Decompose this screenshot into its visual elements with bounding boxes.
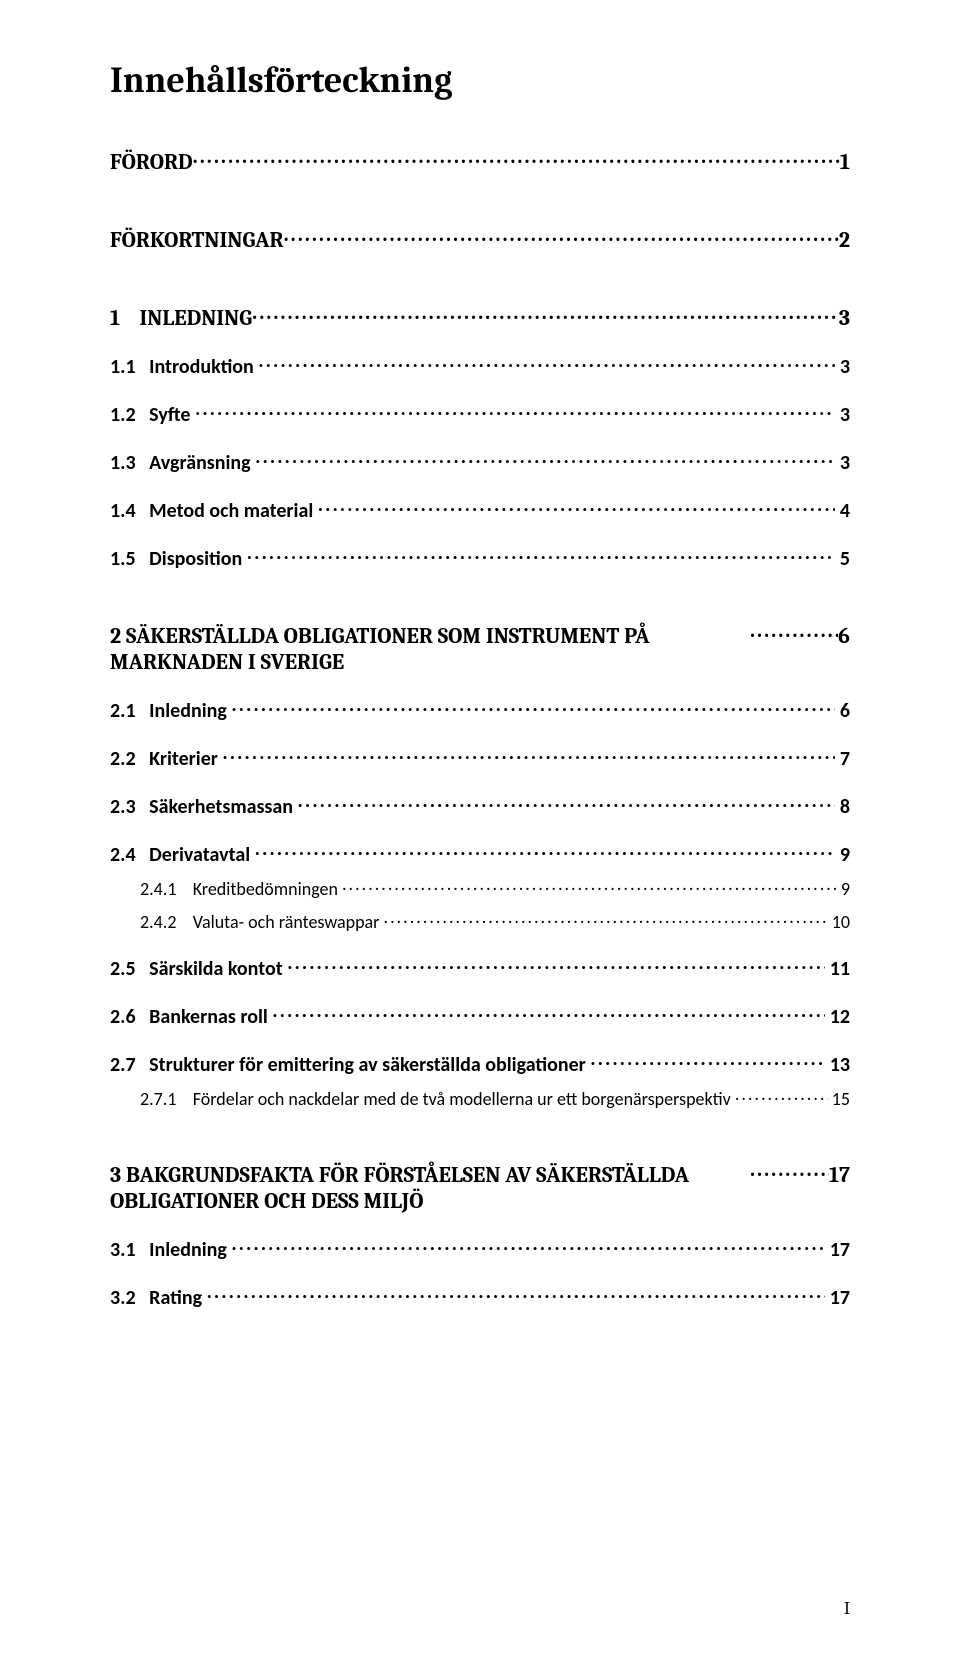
toc-leader-dots	[750, 1160, 829, 1182]
toc-leader-dots	[342, 877, 837, 895]
toc-entry-label: 2.4.1 Kreditbedömningen	[140, 878, 342, 900]
toc-entry-page: 17	[829, 1162, 850, 1188]
toc-entry: 2.4 Derivatavtal 9	[110, 841, 850, 867]
toc-entry-label: 1.3 Avgränsning	[110, 451, 255, 475]
toc-leader-dots	[272, 1003, 825, 1023]
toc-entry-label: 3 BAKGRUNDSFAKTA FÖR FÖRSTÅELSEN AV SÄKE…	[110, 1162, 750, 1214]
toc-entry-page: 3	[839, 305, 850, 331]
toc-entry: 2 SÄKERSTÄLLDA OBLIGATIONER SOM INSTRUME…	[110, 621, 850, 675]
toc-entry: FÖRKORTNINGAR 2	[110, 225, 850, 253]
toc-entry: 2.7 Strukturer för emittering av säkerst…	[110, 1051, 850, 1077]
toc-entry-label: 2.1 Inledning	[110, 699, 231, 723]
toc-entry-page: 9	[835, 843, 850, 867]
toc-entry-page: 7	[835, 747, 850, 771]
toc-leader-dots	[735, 1087, 828, 1105]
toc-entry-page: 6	[835, 699, 850, 723]
toc-entry-label: 2.7 Strukturer för emittering av säkerst…	[110, 1053, 590, 1077]
toc-entry-page: 9	[837, 878, 850, 900]
toc-entry-page: 3	[835, 451, 850, 475]
toc-entry-page: 10	[828, 911, 850, 933]
toc-entry-label: 2.7.1 Fördelar och nackdelar med de två …	[140, 1088, 735, 1110]
toc-entry: 1.5 Disposition 5	[110, 545, 850, 571]
toc-entry-label: 1.4 Metod och material	[110, 499, 318, 523]
toc-leader-dots	[255, 449, 835, 469]
toc-entry: 3.1 Inledning 17	[110, 1236, 850, 1262]
toc-entry-page: 2	[839, 227, 850, 253]
toc-entry: 1.1 Introduktion 3	[110, 353, 850, 379]
toc-entry-page: 3	[835, 403, 850, 427]
page-title: Innehållsförteckning	[110, 60, 850, 101]
toc-entry-page: 4	[835, 499, 850, 523]
toc-entry-label: 1.5 Disposition	[110, 547, 247, 571]
toc-leader-dots	[247, 545, 836, 565]
toc-entry: 3 BAKGRUNDSFAKTA FÖR FÖRSTÅELSEN AV SÄKE…	[110, 1160, 850, 1214]
document-page: Innehållsförteckning FÖRORD 1 FÖRKORTNINGA…	[0, 0, 960, 1669]
toc-entry-label: 2.4.2 Valuta- och ränteswappar	[140, 911, 384, 933]
toc-entry: 1.3 Avgränsning 3	[110, 449, 850, 475]
toc-entry-page: 6	[838, 623, 850, 649]
toc-leader-dots	[258, 353, 835, 373]
page-number: I	[844, 1598, 850, 1619]
toc-entry-label: FÖRKORTNINGAR	[110, 227, 284, 253]
toc-entry: 2.4.1 Kreditbedömningen 9	[110, 877, 850, 900]
toc-entry: 2.5 Särskilda kontot 11	[110, 955, 850, 981]
toc-entry-label: 1 INLEDNING	[110, 305, 252, 331]
toc-entry-label: 2.6 Bankernas roll	[110, 1005, 272, 1029]
toc-entry-page: 1	[840, 149, 850, 175]
toc-entry: 1.2 Syfte 3	[110, 401, 850, 427]
toc-entry-page: 15	[828, 1088, 850, 1110]
toc-leader-dots	[590, 1051, 825, 1071]
toc-entry-label: 3.2 Rating	[110, 1286, 207, 1310]
toc-entry-page: 12	[825, 1005, 850, 1029]
toc-entry-page: 5	[835, 547, 850, 571]
table-of-contents: FÖRORD1FÖRKORTNINGAR21 INLEDNING31.1 Int…	[110, 147, 850, 1310]
toc-entry: 1 INLEDNING 3	[110, 303, 850, 331]
toc-entry-label: FÖRORD	[110, 149, 193, 175]
toc-entry-label: 2.2 Kriterier	[110, 747, 222, 771]
toc-leader-dots	[252, 303, 839, 325]
toc-entry-page: 17	[825, 1286, 850, 1310]
toc-entry-label: 2.5 Särskilda kontot	[110, 957, 287, 981]
toc-entry-label: 1.2 Syfte	[110, 403, 195, 427]
toc-leader-dots	[298, 793, 836, 813]
toc-leader-dots	[318, 497, 836, 517]
toc-entry: 1.4 Metod och material 4	[110, 497, 850, 523]
toc-entry: 2.3 Säkerhetsmassan 8	[110, 793, 850, 819]
toc-entry-label: 2 SÄKERSTÄLLDA OBLIGATIONER SOM INSTRUME…	[110, 623, 750, 675]
toc-entry-page: 11	[825, 957, 850, 981]
toc-leader-dots	[222, 745, 835, 765]
toc-entry-label: 2.3 Säkerhetsmassan	[110, 795, 298, 819]
toc-entry-label: 2.4 Derivatavtal	[110, 843, 255, 867]
toc-leader-dots	[193, 147, 840, 169]
toc-entry: 2.6 Bankernas roll 12	[110, 1003, 850, 1029]
toc-entry-page: 8	[835, 795, 850, 819]
toc-leader-dots	[207, 1284, 826, 1304]
toc-leader-dots	[195, 401, 835, 421]
toc-leader-dots	[287, 955, 825, 975]
toc-leader-dots	[255, 841, 836, 861]
toc-leader-dots	[750, 621, 838, 643]
toc-entry: FÖRORD 1	[110, 147, 850, 175]
toc-entry: 2.4.2 Valuta- och ränteswappar 10	[110, 910, 850, 933]
toc-entry-label: 1.1 Introduktion	[110, 355, 258, 379]
toc-leader-dots	[284, 225, 839, 247]
toc-leader-dots	[231, 1236, 825, 1256]
toc-entry: 2.2 Kriterier 7	[110, 745, 850, 771]
toc-entry: 3.2 Rating 17	[110, 1284, 850, 1310]
toc-entry-page: 13	[825, 1053, 850, 1077]
toc-entry: 2.7.1 Fördelar och nackdelar med de två …	[110, 1087, 850, 1110]
toc-leader-dots	[384, 910, 828, 928]
toc-entry: 2.1 Inledning 6	[110, 697, 850, 723]
toc-entry-page: 17	[825, 1238, 850, 1262]
toc-entry-label: 3.1 Inledning	[110, 1238, 231, 1262]
toc-entry-page: 3	[835, 355, 850, 379]
toc-leader-dots	[231, 697, 835, 717]
